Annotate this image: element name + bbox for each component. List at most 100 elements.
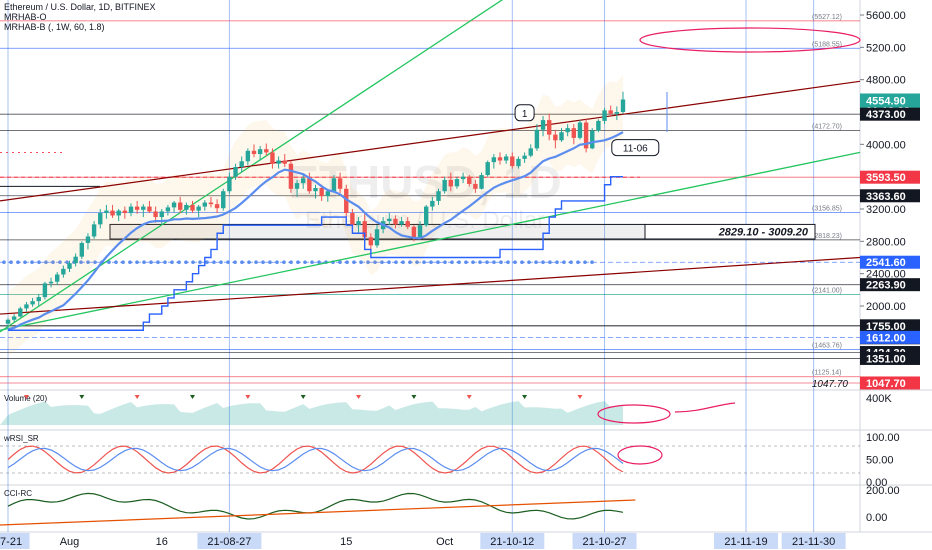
- candle-body[interactable]: [405, 221, 410, 227]
- candle-body[interactable]: [411, 226, 417, 238]
- candle-body[interactable]: [620, 99, 626, 112]
- candle-body[interactable]: [184, 204, 189, 210]
- candle-body[interactable]: [221, 191, 226, 209]
- candle-body[interactable]: [301, 178, 306, 184]
- candle-body[interactable]: [294, 183, 300, 189]
- candle-body[interactable]: [516, 158, 521, 167]
- candle-body[interactable]: [448, 179, 453, 187]
- candle-body[interactable]: [214, 204, 220, 209]
- candle-body[interactable]: [614, 112, 620, 114]
- candle-body[interactable]: [608, 110, 613, 114]
- candle-body[interactable]: [24, 304, 29, 309]
- candle-body[interactable]: [577, 122, 583, 138]
- candle-body[interactable]: [5, 319, 11, 324]
- price-tag[interactable]: [860, 107, 920, 121]
- candle-body[interactable]: [503, 156, 509, 161]
- candle-body[interactable]: [42, 283, 48, 298]
- candle-body[interactable]: [73, 256, 78, 264]
- candle-body[interactable]: [399, 221, 404, 225]
- candle-body[interactable]: [11, 316, 17, 320]
- candle-body[interactable]: [467, 176, 472, 184]
- candle-body[interactable]: [460, 176, 466, 180]
- candle-body[interactable]: [270, 152, 275, 164]
- candle-body[interactable]: [48, 281, 54, 284]
- candle-body[interactable]: [571, 128, 576, 138]
- candle-body[interactable]: [344, 188, 349, 214]
- candle-body[interactable]: [473, 183, 478, 189]
- candle-body[interactable]: [424, 206, 429, 226]
- candle-body[interactable]: [61, 268, 66, 275]
- candle-body[interactable]: [485, 162, 490, 176]
- candle-body[interactable]: [251, 150, 257, 155]
- candle-body[interactable]: [559, 132, 564, 141]
- candle-body[interactable]: [528, 148, 533, 156]
- candle-body[interactable]: [325, 191, 330, 197]
- time-axis-highlight[interactable]: [197, 533, 262, 549]
- time-axis-highlight[interactable]: [572, 533, 637, 549]
- price-tag[interactable]: [860, 189, 920, 203]
- candle-body[interactable]: [30, 301, 35, 305]
- price-tag[interactable]: [860, 170, 920, 184]
- candle-body[interactable]: [307, 178, 312, 192]
- candle-body[interactable]: [288, 163, 294, 189]
- time-axis-highlight[interactable]: [0, 533, 30, 549]
- candle-body[interactable]: [497, 157, 503, 161]
- candle-body[interactable]: [104, 210, 109, 214]
- candle-body[interactable]: [350, 213, 355, 226]
- candle-body[interactable]: [534, 129, 540, 149]
- candle-body[interactable]: [368, 237, 374, 246]
- candle-body[interactable]: [590, 130, 595, 149]
- candle-body[interactable]: [596, 120, 601, 131]
- price-tag[interactable]: [860, 278, 920, 292]
- candle-body[interactable]: [178, 202, 183, 210]
- candle-body[interactable]: [227, 176, 232, 192]
- candle-body[interactable]: [128, 206, 134, 214]
- candle-body[interactable]: [141, 206, 146, 210]
- candle-body[interactable]: [565, 128, 570, 133]
- candle-body[interactable]: [36, 297, 41, 302]
- candle-body[interactable]: [264, 149, 269, 153]
- candle-body[interactable]: [522, 155, 527, 159]
- price-tag[interactable]: [860, 319, 920, 333]
- symbol-title[interactable]: Ethereum / U.S. Dollar, 1D, BITFINEX: [4, 2, 156, 12]
- candle-body[interactable]: [116, 210, 121, 216]
- candle-body[interactable]: [602, 110, 607, 121]
- candle-body[interactable]: [547, 120, 552, 135]
- candle-body[interactable]: [442, 179, 447, 192]
- candle-body[interactable]: [91, 224, 97, 237]
- candle-body[interactable]: [387, 218, 392, 222]
- callout-box[interactable]: [611, 139, 660, 157]
- candle-body[interactable]: [374, 229, 380, 246]
- candle-body[interactable]: [165, 207, 171, 212]
- candle-body[interactable]: [313, 187, 318, 192]
- price-tag[interactable]: [860, 255, 920, 269]
- indicator-title-2[interactable]: MRHAB-B (, 1W, 60, 1.8): [4, 22, 105, 32]
- time-axis-highlight[interactable]: [480, 533, 545, 549]
- price-tag[interactable]: [860, 376, 920, 390]
- candle-body[interactable]: [583, 122, 589, 149]
- candle-body[interactable]: [491, 157, 497, 163]
- candle-body[interactable]: [67, 263, 72, 269]
- candle-body[interactable]: [18, 308, 23, 317]
- candle-body[interactable]: [190, 204, 195, 211]
- candle-body[interactable]: [319, 187, 324, 197]
- candle-body[interactable]: [356, 221, 361, 226]
- candle-body[interactable]: [55, 274, 60, 282]
- candle-body[interactable]: [282, 160, 287, 164]
- candle-body[interactable]: [208, 202, 214, 205]
- candle-body[interactable]: [110, 210, 115, 216]
- callout-box[interactable]: [514, 104, 535, 122]
- candle-body[interactable]: [153, 211, 158, 218]
- price-tag[interactable]: [860, 330, 920, 344]
- candle-body[interactable]: [196, 206, 201, 211]
- candle-body[interactable]: [276, 160, 281, 164]
- indicator-title-1[interactable]: MRHAB-O: [4, 12, 47, 22]
- candle-body[interactable]: [239, 161, 244, 167]
- candle-body[interactable]: [510, 156, 515, 167]
- candle-body[interactable]: [553, 134, 558, 141]
- candle-body[interactable]: [171, 202, 177, 208]
- candle-body[interactable]: [98, 213, 103, 225]
- candle-body[interactable]: [362, 221, 367, 238]
- candle-body[interactable]: [159, 211, 164, 218]
- candle-body[interactable]: [436, 191, 441, 201]
